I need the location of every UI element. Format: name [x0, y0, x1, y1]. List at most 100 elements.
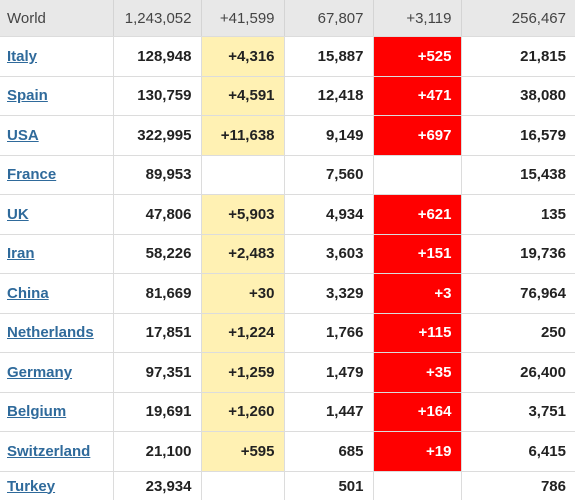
total-cases-cell: 21,100 — [113, 431, 202, 472]
country-link[interactable]: Iran — [7, 245, 35, 263]
total-deaths-cell: 4,934 — [284, 194, 374, 235]
total-recovered-cell: 15,438 — [461, 155, 575, 195]
new-deaths-cell — [373, 155, 462, 195]
country-cell: Italy — [0, 36, 114, 77]
total-deaths-cell: 15,887 — [284, 36, 374, 77]
world-total-cases: 1,243,052 — [113, 0, 202, 37]
world-total-deaths: 67,807 — [284, 0, 374, 37]
country-link[interactable]: Turkey — [7, 477, 56, 495]
total-cases-cell: 58,226 — [113, 234, 202, 274]
new-cases-cell: +1,260 — [201, 392, 285, 432]
total-recovered-cell: 250 — [461, 313, 575, 353]
total-deaths-cell: 685 — [284, 431, 374, 472]
new-cases-cell: +2,483 — [201, 234, 285, 274]
new-deaths-cell: +35 — [373, 352, 462, 393]
new-cases-cell: +1,259 — [201, 352, 285, 393]
country-cell: Iran — [0, 234, 114, 274]
table-row: Iran 58,226 +2,483 3,603 +151 19,736 — [0, 234, 575, 274]
total-deaths-cell: 1,766 — [284, 313, 374, 353]
new-cases-cell: +4,316 — [201, 36, 285, 77]
country-link[interactable]: UK — [7, 205, 29, 223]
country-cell: Spain — [0, 76, 114, 116]
total-deaths-cell: 3,329 — [284, 273, 374, 314]
country-link[interactable]: Switzerland — [7, 442, 91, 460]
total-recovered-cell: 3,751 — [461, 392, 575, 432]
total-recovered-cell: 16,579 — [461, 115, 575, 156]
table-row: Belgium 19,691 +1,260 1,447 +164 3,751 — [0, 392, 575, 432]
new-cases-cell: +30 — [201, 273, 285, 314]
total-deaths-cell: 1,447 — [284, 392, 374, 432]
total-deaths-cell: 501 — [284, 471, 374, 500]
table-row: Turkey 23,934 501 786 — [0, 471, 575, 500]
total-recovered-cell: 6,415 — [461, 431, 575, 472]
total-cases-cell: 89,953 — [113, 155, 202, 195]
world-total-row: World 1,243,052 +41,599 67,807 +3,119 25… — [0, 0, 575, 37]
country-cell: Turkey — [0, 471, 114, 500]
table-row: China 81,669 +30 3,329 +3 76,964 — [0, 273, 575, 314]
total-cases-cell: 23,934 — [113, 471, 202, 500]
country-cell: UK — [0, 194, 114, 235]
new-cases-cell: +595 — [201, 431, 285, 472]
new-deaths-cell — [373, 471, 462, 500]
world-label: World — [0, 0, 114, 37]
new-cases-cell: +5,903 — [201, 194, 285, 235]
new-deaths-cell: +19 — [373, 431, 462, 472]
table-row: Spain 130,759 +4,591 12,418 +471 38,080 — [0, 76, 575, 116]
country-link[interactable]: USA — [7, 126, 39, 144]
country-cell: Belgium — [0, 392, 114, 432]
new-deaths-cell: +697 — [373, 115, 462, 156]
total-cases-cell: 19,691 — [113, 392, 202, 432]
country-cell: France — [0, 155, 114, 195]
country-link[interactable]: China — [7, 284, 49, 302]
table-row: USA 322,995 +11,638 9,149 +697 16,579 — [0, 115, 575, 156]
total-deaths-cell: 12,418 — [284, 76, 374, 116]
country-link[interactable]: Italy — [7, 47, 38, 65]
total-cases-cell: 81,669 — [113, 273, 202, 314]
total-cases-cell: 130,759 — [113, 76, 202, 116]
country-cell: USA — [0, 115, 114, 156]
country-link[interactable]: Germany — [7, 363, 73, 381]
new-deaths-cell: +525 — [373, 36, 462, 77]
country-cell: Netherlands — [0, 313, 114, 353]
table-row: Switzerland 21,100 +595 685 +19 6,415 — [0, 431, 575, 472]
new-deaths-cell: +151 — [373, 234, 462, 274]
total-cases-cell: 322,995 — [113, 115, 202, 156]
country-cell: Switzerland — [0, 431, 114, 472]
total-deaths-cell: 7,560 — [284, 155, 374, 195]
new-deaths-cell: +471 — [373, 76, 462, 116]
table-row: France 89,953 7,560 15,438 — [0, 155, 575, 195]
country-cell: China — [0, 273, 114, 314]
country-link[interactable]: Spain — [7, 87, 48, 105]
total-recovered-cell: 21,815 — [461, 36, 575, 77]
new-deaths-cell: +3 — [373, 273, 462, 314]
new-cases-cell: +1,224 — [201, 313, 285, 353]
table-row: Italy 128,948 +4,316 15,887 +525 21,815 — [0, 36, 575, 77]
country-cell: Germany — [0, 352, 114, 393]
total-recovered-cell: 19,736 — [461, 234, 575, 274]
total-recovered-cell: 26,400 — [461, 352, 575, 393]
new-deaths-cell: +164 — [373, 392, 462, 432]
total-cases-cell: 47,806 — [113, 194, 202, 235]
country-link[interactable]: Belgium — [7, 403, 67, 421]
total-recovered-cell: 135 — [461, 194, 575, 235]
new-cases-cell — [201, 471, 285, 500]
total-deaths-cell: 1,479 — [284, 352, 374, 393]
table-row: Germany 97,351 +1,259 1,479 +35 26,400 — [0, 352, 575, 393]
world-new-cases: +41,599 — [201, 0, 285, 37]
total-recovered-cell: 38,080 — [461, 76, 575, 116]
table-row: UK 47,806 +5,903 4,934 +621 135 — [0, 194, 575, 235]
total-deaths-cell: 3,603 — [284, 234, 374, 274]
country-link[interactable]: Netherlands — [7, 324, 94, 342]
total-cases-cell: 128,948 — [113, 36, 202, 77]
total-recovered-cell: 786 — [540, 477, 566, 495]
country-link[interactable]: France — [7, 166, 57, 184]
table-row: Netherlands 17,851 +1,224 1,766 +115 250 — [0, 313, 575, 353]
total-deaths-cell: 9,149 — [284, 115, 374, 156]
new-cases-cell: +11,638 — [201, 115, 285, 156]
total-cases-cell: 17,851 — [113, 313, 202, 353]
total-recovered-cell: 76,964 — [461, 273, 575, 314]
world-total-recovered: 256,467 — [461, 0, 575, 37]
total-cases-cell: 97,351 — [113, 352, 202, 393]
new-cases-cell — [201, 155, 285, 195]
